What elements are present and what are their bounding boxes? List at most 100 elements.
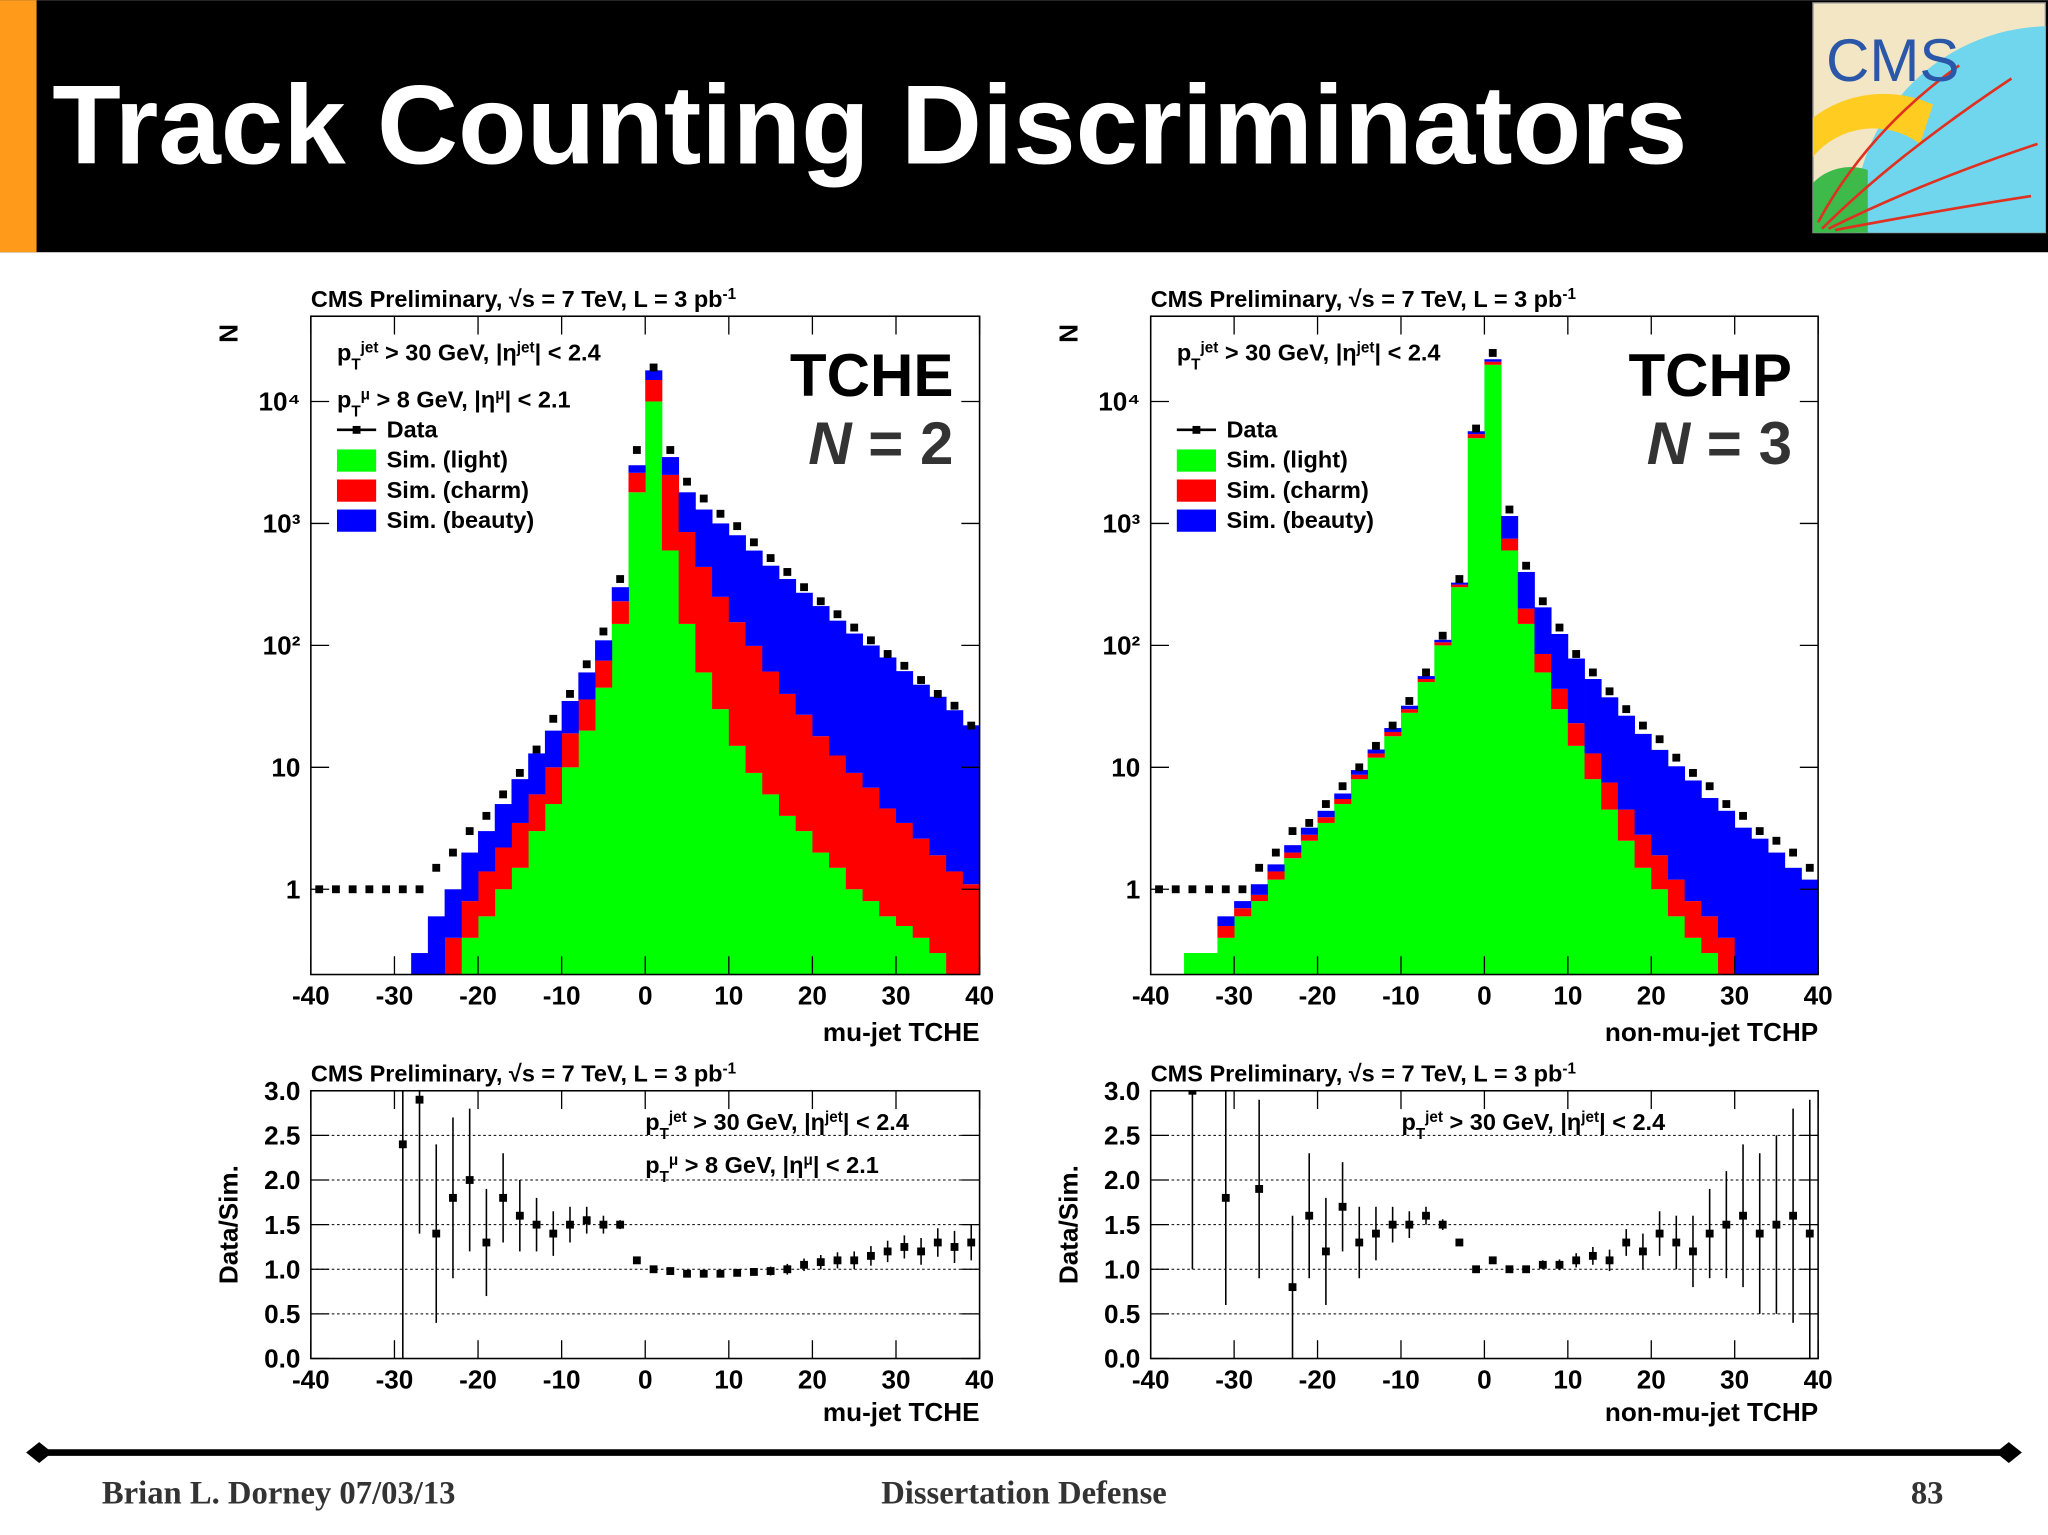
text-part: = 3: [1690, 410, 1792, 477]
text-part: p: [645, 1152, 659, 1178]
data-point: [365, 885, 374, 894]
legend-swatch: [336, 479, 377, 502]
plot-frame: [310, 315, 981, 976]
bar: [595, 640, 613, 661]
legend-label: Data: [1226, 417, 1278, 443]
data-point: [1488, 349, 1497, 357]
y-tick-label: 1: [286, 874, 301, 904]
data-point: [1255, 863, 1264, 872]
plot-frame: [310, 1089, 981, 1360]
bar: [1384, 736, 1402, 975]
x-tick-label: -30: [1215, 981, 1253, 1011]
bar: [494, 889, 512, 975]
text-part: p: [1401, 1109, 1415, 1135]
data-point: [1772, 836, 1781, 845]
text-part: -1: [1562, 1060, 1576, 1077]
bar: [812, 736, 830, 853]
bar: [678, 623, 696, 975]
data-point: [1271, 848, 1280, 857]
data-point: [1789, 848, 1798, 857]
data-point: [582, 660, 591, 669]
logo-yellow: [1812, 93, 1934, 157]
bar: [1467, 431, 1485, 435]
text-part: T: [351, 403, 361, 420]
header-band: [0, 0, 2048, 253]
data-point: [1221, 1193, 1230, 1202]
y-axis-label: Data/Sim.: [1054, 1165, 1084, 1284]
bar: [778, 693, 797, 816]
bar: [1300, 834, 1318, 841]
data-point: [1622, 705, 1631, 714]
bar: [661, 474, 680, 551]
data-point: [1205, 885, 1214, 894]
bar: [879, 808, 897, 917]
bar: [896, 822, 914, 926]
data-point: [800, 583, 808, 592]
data-point: [449, 848, 457, 857]
bar: [1467, 438, 1485, 975]
cut-label: pTμ > 8 GeV, |ημ| < 2.1: [337, 386, 571, 420]
data-point: [883, 650, 892, 658]
text-part: T: [1416, 1125, 1426, 1142]
data-point: [699, 1269, 708, 1278]
data-point: [465, 827, 474, 836]
data-point: [632, 1256, 641, 1265]
data-point: [1288, 1283, 1297, 1292]
bar: [745, 645, 763, 773]
data-point: [1639, 1247, 1647, 1256]
legend-marker: [352, 425, 361, 434]
x-axis-label: non-mu-jet TCHP: [1605, 1397, 1818, 1427]
y-tick-label: 0.0: [1104, 1344, 1140, 1374]
text-part: > 30 GeV, |η: [378, 340, 516, 366]
bar: [912, 684, 930, 839]
data-point: [1655, 1229, 1664, 1238]
y-tick-label: 10²: [1102, 631, 1140, 661]
data-point: [499, 1193, 508, 1202]
data-point: [766, 1267, 775, 1275]
x-tick-label: -20: [459, 981, 497, 1011]
data-point: [1689, 768, 1697, 777]
data-point: [348, 885, 357, 894]
header-accent: [0, 0, 37, 253]
bar: [1651, 889, 1669, 975]
data-point: [532, 745, 541, 754]
bar: [1517, 571, 1535, 609]
data-point: [1338, 782, 1347, 791]
data-point: [1555, 1260, 1564, 1269]
data-point: [332, 885, 340, 894]
bar: [611, 623, 629, 975]
bar: [1300, 827, 1318, 835]
data-point: [1372, 741, 1380, 750]
data-point: [1805, 863, 1814, 872]
logo-cyan: [1854, 26, 2046, 233]
bar: [1551, 688, 1569, 710]
x-tick-label: 10: [714, 1365, 743, 1395]
bar: [912, 838, 930, 938]
y-tick-label: 10²: [263, 631, 301, 661]
legend-label: Sim. (beauty): [1226, 507, 1374, 533]
data-point: [549, 1229, 558, 1238]
data-point: [1422, 1211, 1430, 1220]
bar: [1684, 780, 1702, 902]
bar: [1334, 793, 1352, 799]
bar: [1751, 838, 1769, 975]
bar: [461, 901, 479, 938]
x-tick-label: -40: [292, 1365, 330, 1395]
bar: [544, 804, 563, 975]
bar: [1768, 852, 1786, 975]
bar: [1267, 871, 1285, 880]
bar: [1634, 867, 1652, 975]
data-point: [1739, 1211, 1747, 1220]
chart-title: CMS Preliminary, √s = 7 TeV, L = 3 pb-1: [1151, 1060, 1577, 1087]
data-point: [1605, 1256, 1614, 1265]
data-point: [900, 661, 909, 670]
text-part: | < 2.4: [843, 1109, 909, 1135]
bar: [578, 672, 596, 700]
bar: [862, 787, 880, 902]
cut-label: pTjet > 30 GeV, |ηjet| < 2.4: [1401, 1108, 1665, 1142]
page-number: 83: [1911, 1476, 1944, 1512]
text-part: p: [645, 1109, 659, 1135]
text-part: CMS Preliminary, √s = 7 TeV, L = 3 pb: [311, 1061, 723, 1087]
x-tick-label: 0: [1477, 1365, 1492, 1395]
bar: [511, 822, 529, 868]
